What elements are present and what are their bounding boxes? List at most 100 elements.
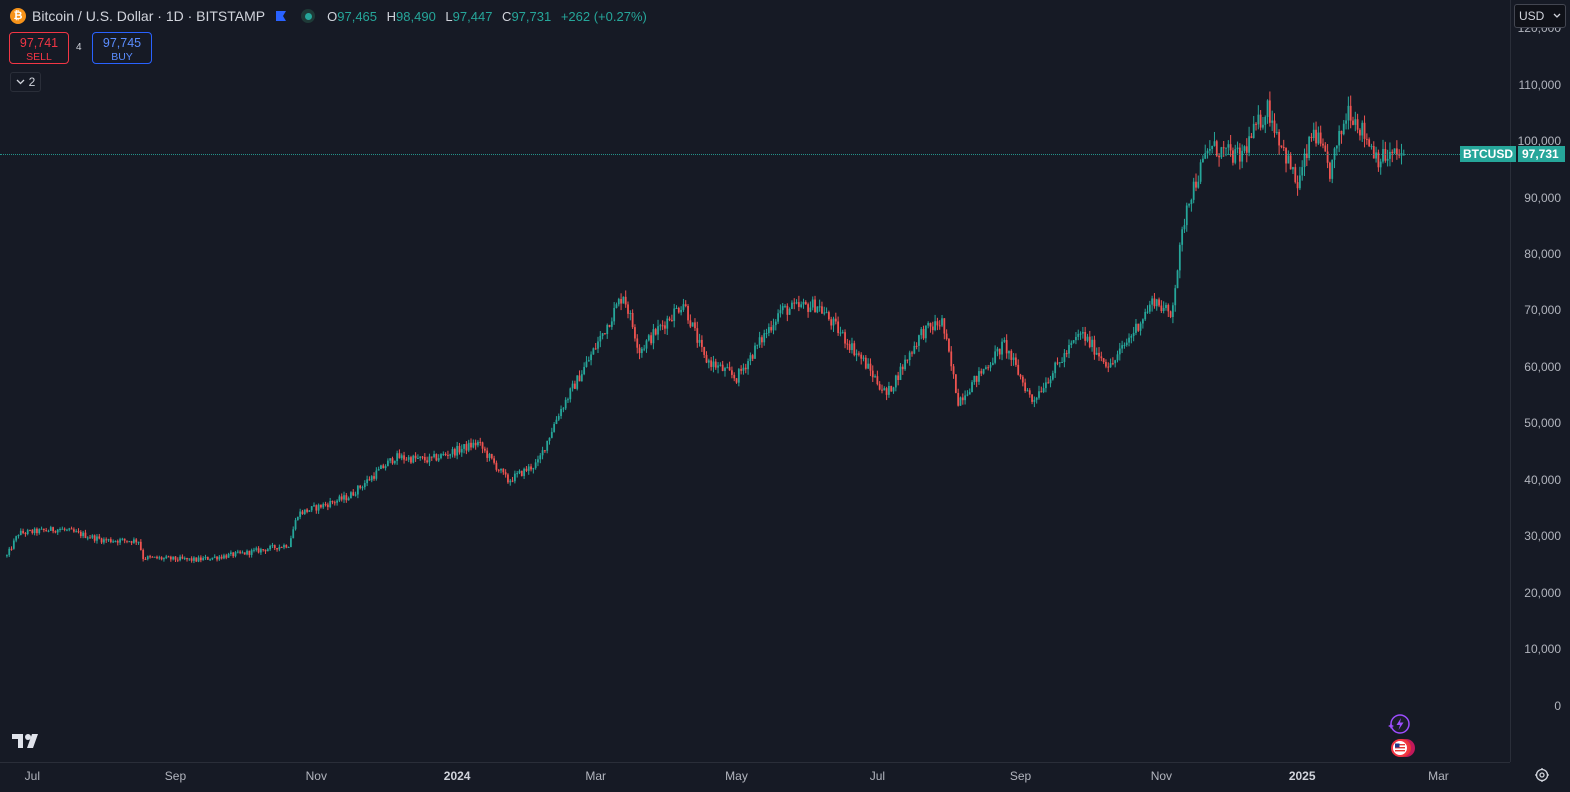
candle-body (326, 504, 329, 507)
candle-body (1349, 105, 1352, 121)
candle-body (303, 509, 306, 515)
candle-body (548, 437, 551, 441)
candle-body (707, 360, 710, 363)
candle-body (1248, 136, 1250, 153)
candle-body (1010, 350, 1013, 360)
candle-body (1262, 124, 1264, 128)
candle-body (276, 548, 278, 550)
candle-body (959, 397, 962, 406)
currency-select[interactable]: USD (1514, 4, 1566, 28)
candle-body (266, 549, 269, 552)
candle-body (1326, 151, 1329, 163)
candle-body (550, 431, 553, 438)
candle-body (1028, 390, 1031, 395)
candle-body (1169, 311, 1172, 317)
candle-body (941, 318, 943, 326)
price-axis[interactable]: 120,000 110,000 100,000 90,000 80,000 70,000 6… (1510, 0, 1570, 762)
price-chart[interactable] (0, 0, 1510, 762)
candle-body (867, 363, 870, 369)
candle-body (1146, 311, 1149, 313)
candle-body (1021, 376, 1024, 383)
candle-body (617, 299, 620, 305)
sell-button[interactable]: 97,741 SELL (9, 32, 69, 64)
candle-body (345, 495, 348, 501)
candle-body (223, 555, 225, 559)
candle-body (1084, 332, 1087, 341)
candle-body (733, 374, 736, 379)
candle-body (1035, 397, 1038, 400)
candle-body (721, 364, 724, 371)
candle-body (504, 472, 507, 475)
candle-body (306, 509, 308, 512)
candle-body (193, 557, 195, 561)
buy-button[interactable]: 97,745 BUY (92, 32, 152, 64)
candle-body (837, 321, 840, 333)
candle-body (1042, 388, 1045, 393)
flag-icon[interactable] (275, 10, 287, 22)
candle-body (1222, 147, 1225, 149)
candle-body (77, 531, 80, 533)
candle-body (1047, 382, 1050, 384)
price-tick: 70,000 (1524, 303, 1561, 318)
candle-body (460, 448, 463, 453)
candle-body (86, 537, 89, 539)
candle-body (511, 480, 514, 482)
candle-body (42, 528, 45, 531)
high-label: H (386, 8, 397, 24)
candle-body (1033, 399, 1036, 402)
indicators-toggle[interactable]: 2 (10, 72, 41, 92)
candle-body (144, 558, 147, 560)
low-label: L (445, 8, 453, 24)
candle-body (670, 320, 673, 322)
candle-body (36, 528, 38, 534)
candle-body (564, 399, 567, 409)
candle-body (463, 444, 465, 449)
candle-body (507, 474, 509, 483)
candle-body (218, 556, 221, 560)
candle-body (844, 332, 846, 344)
spread-value: 4 (76, 42, 82, 53)
sell-price: 97,741 (19, 36, 59, 50)
candle-body (1128, 337, 1130, 343)
candle-body (15, 536, 18, 541)
candle-body (93, 535, 96, 541)
tradingview-logo[interactable] (12, 732, 44, 750)
time-tick: Sep (164, 769, 187, 783)
symbol-title[interactable]: Bitcoin / U.S. Dollar · 1D · BITSTAMP (32, 8, 266, 24)
candle-body (710, 360, 713, 367)
us-flag-icon[interactable] (1384, 736, 1420, 760)
time-tick: Sep (1009, 769, 1032, 783)
candle-body (1275, 131, 1278, 133)
candle-body (908, 352, 911, 361)
candle-body (102, 539, 105, 543)
candle-body (1109, 363, 1112, 368)
time-tick: Jul (24, 769, 40, 783)
candle-body (636, 338, 639, 348)
status-dot-icon[interactable] (301, 9, 316, 23)
candle-body (818, 306, 821, 308)
candle-body (1086, 336, 1089, 341)
lightning-icon[interactable] (1384, 712, 1414, 736)
candle-body (987, 367, 990, 369)
candle-body (75, 531, 78, 533)
candle-body (1058, 362, 1061, 364)
candle-body (726, 367, 729, 369)
time-tick: 2025 (1288, 769, 1316, 783)
candle-body (239, 551, 242, 553)
candle-body (366, 479, 369, 484)
candle-body (888, 385, 890, 395)
candle-body (6, 555, 8, 557)
candle-body (631, 313, 634, 328)
candle-body (523, 468, 526, 476)
candle-body (389, 458, 392, 461)
settings-icon[interactable] (1534, 767, 1550, 783)
candle-body (1361, 122, 1364, 136)
candle-body (329, 501, 332, 507)
price-tick: 110,000 (1518, 77, 1562, 92)
candle-body (513, 473, 516, 482)
candle-body (957, 392, 960, 406)
candle-body (486, 450, 489, 458)
candle-body (1206, 150, 1209, 154)
candle-body (717, 365, 719, 368)
time-axis[interactable]: Jul Sep Nov 2024 Mar May Jul Sep Nov 2025 Mar (0, 762, 1510, 792)
